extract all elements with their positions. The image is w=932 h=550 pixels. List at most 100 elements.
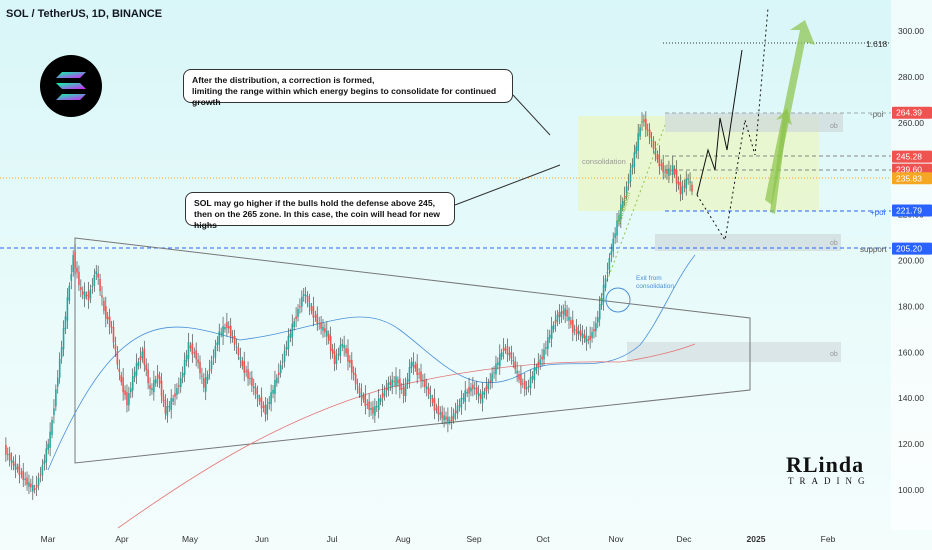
candle-body (197, 359, 199, 363)
x-tick-label: Jul (327, 534, 338, 544)
candle-body (243, 361, 246, 373)
support-label: support (860, 245, 887, 254)
candle-body (237, 347, 240, 356)
candle-body (439, 412, 442, 415)
candle-body (320, 322, 322, 329)
candles-group (5, 111, 693, 500)
candle-body (135, 362, 138, 376)
x-axis-ticks: Mar Apr May Jun Jul Aug Sep Oct Nov Dec 2025 Feb (41, 534, 836, 544)
candle-body (270, 392, 272, 405)
candle-body (185, 354, 188, 362)
candle-body (89, 289, 92, 299)
candle-body (506, 346, 509, 355)
candle-body (414, 364, 417, 369)
candle-body (541, 356, 543, 360)
candle-body (130, 388, 132, 393)
price-label[interactable]: 245.28 (896, 152, 922, 162)
candle-body (62, 328, 65, 350)
candle-body (673, 168, 676, 175)
candle-body (512, 360, 515, 362)
candle-body (645, 119, 647, 130)
candle-body (573, 329, 576, 331)
green-arrow-small (770, 108, 792, 214)
candle-body (276, 377, 278, 384)
candle-body (72, 255, 74, 273)
candle-body (216, 342, 219, 346)
candle-body (178, 385, 180, 387)
candle-body (547, 337, 549, 350)
x-tick-label: Mar (41, 534, 56, 544)
candle-body (24, 478, 26, 480)
candle-body (324, 328, 326, 333)
candle-body (43, 460, 46, 465)
candle-body (623, 195, 626, 198)
candle-body (30, 483, 32, 488)
candle-body (20, 472, 23, 474)
candle-body (162, 396, 165, 402)
ob-zone-top (665, 113, 843, 132)
candle-body (545, 347, 547, 349)
candle-body (78, 271, 80, 286)
candle-body (658, 154, 661, 167)
price-label[interactable]: 264.39 (896, 108, 922, 118)
candle-body (199, 361, 201, 374)
x-tick-label: May (182, 534, 199, 544)
candle-body (318, 323, 320, 325)
price-label-bg (892, 204, 932, 217)
candle-body (587, 339, 590, 341)
candle-body (400, 387, 403, 390)
fib-label: 1.618 (866, 39, 888, 49)
candle-body (646, 129, 649, 131)
candle-body (228, 325, 230, 329)
candle-body (443, 415, 445, 421)
candle-body (352, 372, 355, 375)
y-tick-label: 280.00 (898, 72, 924, 82)
price-label[interactable]: 239.60 (896, 165, 922, 175)
candle-body (558, 311, 561, 317)
candle-body (447, 416, 449, 424)
candle-body (376, 405, 378, 408)
candle-body (406, 379, 409, 384)
candle-body (360, 392, 363, 398)
candle-body (568, 316, 570, 321)
candle-body (445, 416, 447, 420)
candle-body (289, 333, 292, 338)
price-label[interactable]: 221.79 (896, 205, 922, 215)
arrow-dotted-distribution (599, 124, 666, 301)
candle-body (552, 324, 555, 330)
candle-body (670, 169, 672, 171)
candle-body (450, 416, 453, 422)
candle-body (122, 377, 124, 393)
candle-body (621, 200, 624, 208)
candle-body (333, 350, 336, 364)
candle-body (168, 405, 171, 408)
candle-body (195, 350, 197, 360)
candle-body (681, 186, 684, 195)
ob-zone-low (627, 342, 841, 362)
candle-body (304, 294, 307, 297)
candle-body (51, 420, 53, 435)
candle-body (616, 220, 618, 236)
candle-body (241, 360, 244, 367)
price-label[interactable]: 235.83 (896, 173, 922, 183)
candle-body (249, 378, 251, 380)
candle-body (410, 362, 413, 369)
candle-body (293, 321, 295, 328)
candle-body (591, 331, 593, 339)
y-tick-label: 120.00 (898, 439, 924, 449)
candle-body (525, 387, 528, 390)
candle-body (683, 185, 686, 187)
candle-body (235, 346, 238, 348)
candle-body (345, 348, 347, 354)
candle-body (560, 311, 563, 317)
candle-body (387, 382, 390, 391)
candle-body (516, 370, 518, 374)
candle-body (537, 362, 540, 368)
candle-body (579, 330, 582, 336)
price-label[interactable]: 205.20 (896, 244, 922, 254)
candle-body (483, 391, 486, 395)
candle-body (479, 394, 482, 400)
candle-body (210, 360, 213, 370)
